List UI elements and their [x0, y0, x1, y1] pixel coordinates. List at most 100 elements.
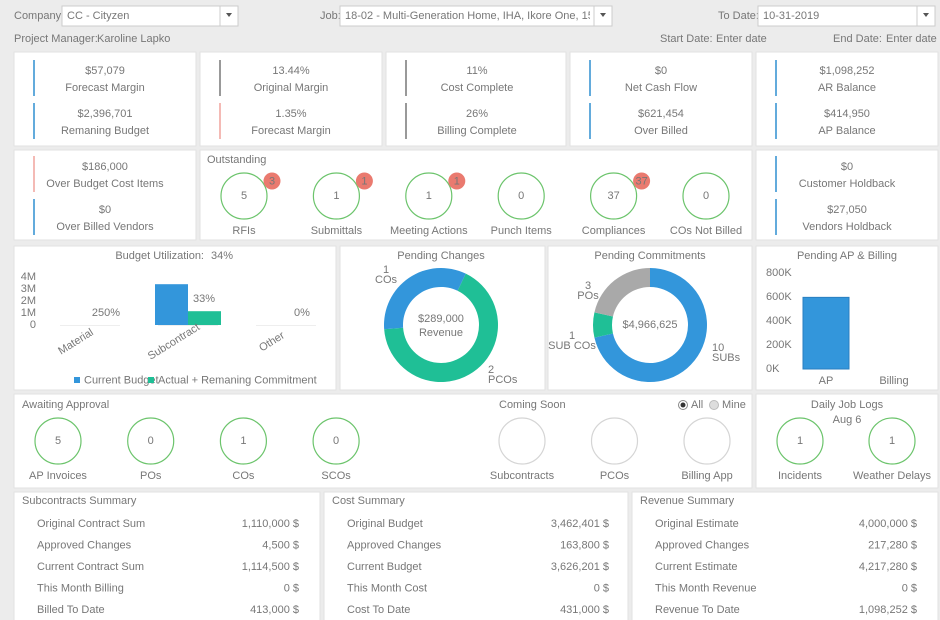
status-circle[interactable]	[776, 417, 824, 465]
chart-title: Pending Commitments	[594, 250, 706, 262]
radio[interactable]	[709, 400, 719, 410]
radio-label[interactable]: All	[691, 399, 703, 411]
y-tick-label: 800K	[766, 267, 792, 279]
donut-segment	[593, 312, 613, 338]
panel	[13, 393, 753, 489]
summary-label: Approved Changes	[655, 539, 750, 551]
panel-title: Daily Job Logs	[811, 399, 884, 411]
panel	[569, 51, 753, 147]
panel	[13, 149, 197, 241]
status-circle[interactable]	[312, 172, 360, 220]
donut-center-label: Revenue	[419, 327, 463, 339]
status-label: Submittals	[311, 225, 363, 237]
percent-label: 0%	[294, 307, 310, 319]
kpi-label: Forecast Margin	[251, 125, 330, 137]
summary-value: 4,217,280 $	[859, 561, 917, 573]
summary-label: Billed To Date	[37, 604, 105, 616]
donut-segment	[594, 268, 708, 382]
segment-count: 10	[712, 342, 724, 354]
status-circle[interactable]	[220, 172, 268, 220]
select-arrow	[226, 13, 232, 17]
filter-label: Start Date:	[660, 33, 713, 45]
status-circle	[498, 417, 546, 465]
status-count: 5	[241, 190, 247, 202]
kpi-value: 13.44%	[272, 65, 310, 77]
status-label: COs	[232, 470, 255, 482]
select-value[interactable]: 10-31-2019	[763, 10, 819, 22]
status-label: SCOs	[321, 470, 351, 482]
summary-label: This Month Revenue	[655, 582, 757, 594]
panel-title: Outstanding	[207, 154, 266, 166]
panel	[13, 51, 197, 147]
status-circle[interactable]	[405, 172, 453, 220]
segment-count: 2	[488, 364, 494, 376]
y-tick-label: 200K	[766, 339, 792, 351]
select-value[interactable]: CC - Cityzen	[67, 10, 129, 22]
panel	[755, 149, 939, 241]
kpi-label: Remaning Budget	[61, 125, 149, 137]
panel	[199, 51, 383, 147]
summary-label: This Month Cost	[347, 582, 427, 594]
summary-label: Current Budget	[347, 561, 422, 573]
summary-value: 1,098,252 $	[859, 604, 917, 616]
summary-label: Original Budget	[347, 518, 423, 530]
status-circle[interactable]	[127, 417, 175, 465]
status-circle[interactable]	[219, 417, 267, 465]
radio-label[interactable]: Mine	[722, 399, 746, 411]
status-count: 1	[240, 435, 246, 447]
status-label: RFIs	[232, 225, 256, 237]
y-tick-label: 0K	[766, 363, 780, 375]
status-circle[interactable]	[34, 417, 82, 465]
summary-title: Revenue Summary	[640, 495, 735, 507]
panel	[323, 491, 629, 620]
legend-label: Actual + Remaning Commitment	[158, 374, 317, 386]
panel-title: Awaiting Approval	[22, 399, 109, 411]
segment-count: 1	[569, 330, 575, 342]
status-circle	[683, 417, 731, 465]
chart-percent: 34%	[211, 250, 233, 262]
date-input[interactable]: Enter date	[886, 33, 937, 45]
filter-value: Karoline Lapko	[97, 33, 170, 45]
status-circle[interactable]	[682, 172, 730, 220]
status-label: Meeting Actions	[390, 225, 468, 237]
status-circle[interactable]	[868, 417, 916, 465]
kpi-value: $1,098,252	[819, 65, 874, 77]
status-label: Compliances	[582, 225, 646, 237]
status-circle[interactable]	[497, 172, 545, 220]
date-input[interactable]: Enter date	[716, 33, 767, 45]
kpi-value: $621,454	[638, 108, 684, 120]
kpi-value: 11%	[466, 65, 487, 77]
summary-title: Cost Summary	[332, 495, 405, 507]
summary-value: 163,800 $	[560, 539, 609, 551]
kpi-value: 1.35%	[275, 108, 306, 120]
y-tick-label: 3M	[21, 283, 36, 295]
summary-label: Current Contract Sum	[37, 561, 144, 573]
summary-label: Revenue To Date	[655, 604, 740, 616]
donut-segment	[384, 273, 498, 383]
select-box[interactable]	[339, 5, 613, 27]
status-label: Weather Delays	[853, 470, 932, 482]
kpi-label: AR Balance	[818, 82, 876, 94]
kpi-label: Net Cash Flow	[625, 82, 697, 94]
y-tick-label: 2M	[21, 295, 36, 307]
badge	[355, 172, 373, 190]
select-value[interactable]: 18-02 - Multi-Generation Home, IHA, Ikor…	[345, 10, 640, 22]
status-count: 1	[426, 190, 432, 202]
select-box[interactable]	[61, 5, 239, 27]
status-circle[interactable]	[312, 417, 360, 465]
chart-title: Pending Changes	[397, 250, 485, 262]
kpi-label: Cost Complete	[441, 82, 514, 94]
summary-value: 1,114,500 $	[242, 561, 299, 573]
select-arrow	[600, 13, 606, 17]
status-circle[interactable]	[589, 172, 638, 220]
legend-swatch	[148, 377, 154, 383]
panel	[199, 149, 753, 241]
panel	[13, 491, 321, 620]
kpi-value: $0	[841, 161, 853, 173]
kpi-value: $2,396,701	[77, 108, 132, 120]
segment-name: POs	[577, 290, 599, 302]
select-box[interactable]	[757, 5, 936, 27]
chart-title: Pending AP & Billing	[797, 250, 897, 262]
badge-count: 1	[454, 175, 460, 187]
badge	[263, 172, 281, 190]
